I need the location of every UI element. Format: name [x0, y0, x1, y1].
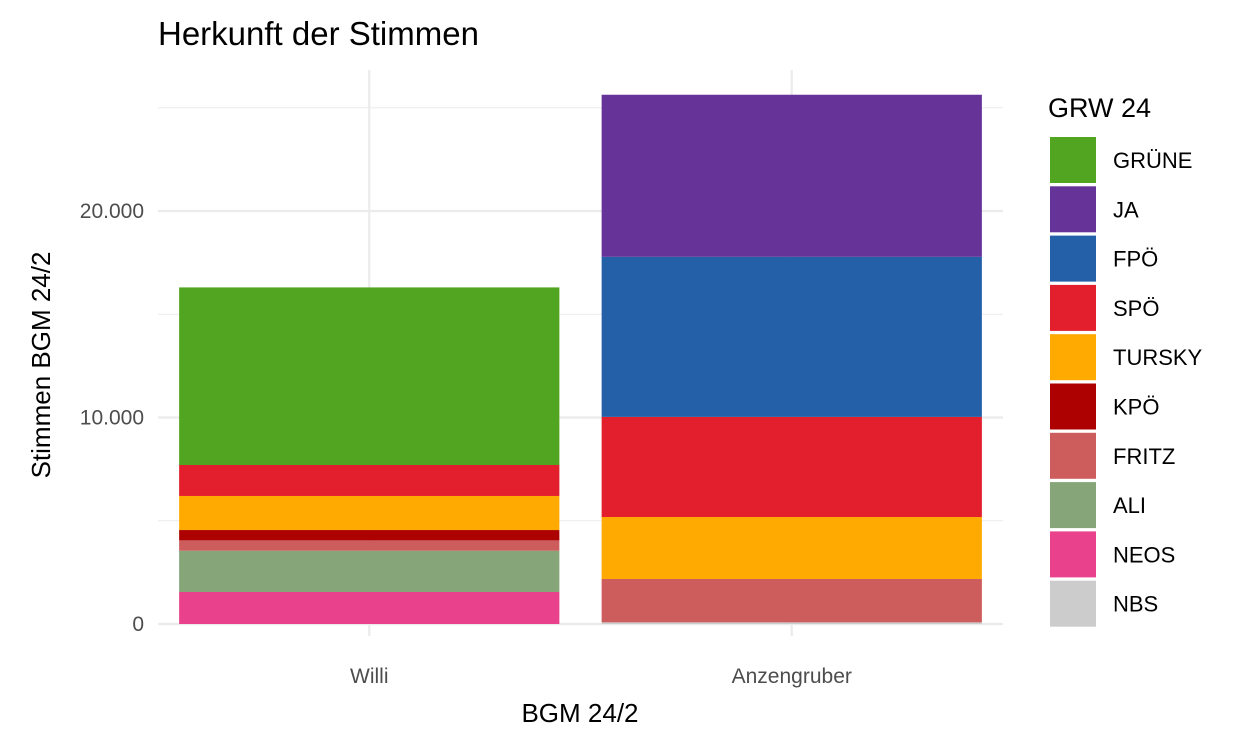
x-tick-label: Anzengruber [732, 665, 852, 688]
bar-segment-anzengruber-fpö [601, 256, 982, 417]
legend-label: TURSKY [1113, 345, 1203, 370]
legend-item-ali: ALI [1050, 482, 1146, 529]
legend-key [1050, 432, 1096, 479]
legend: GRW 24 GRÜNE JA FPÖ SPÖ TURSKY KPÖ FRITZ ALI NEO… [1048, 93, 1203, 627]
bar-segment-anzengruber-nbs [601, 622, 982, 624]
legend-label: NBS [1113, 592, 1158, 617]
bar-segment-anzengruber-ja [601, 94, 982, 257]
legend-label: FPÖ [1113, 247, 1158, 272]
bar-segment-willi-fritz [179, 540, 560, 551]
legend-item-kpö: KPÖ [1050, 383, 1159, 430]
bar-segment-willi-spö [179, 464, 560, 496]
legend-item-spö: SPÖ [1050, 284, 1159, 331]
chart-title: Herkunft der Stimmen [158, 15, 479, 52]
legend-label: ALI [1113, 493, 1146, 518]
legend-key [1050, 531, 1096, 578]
bar-segment-anzengruber-fritz [601, 578, 982, 623]
legend-item-fpö: FPÖ [1050, 235, 1158, 282]
bar-segment-willi-tursky [179, 495, 560, 531]
bar-segment-anzengruber-spö [601, 416, 982, 518]
legend-key [1050, 284, 1096, 331]
legend-item-nbs: NBS [1050, 580, 1158, 627]
legend-key [1050, 235, 1096, 282]
legend-item-tursky: TURSKY [1050, 334, 1203, 381]
legend-label: KPÖ [1113, 395, 1159, 420]
y-axis-title: Stimmen BGM 24/2 [26, 252, 56, 479]
legend-label: JA [1113, 197, 1139, 222]
legend-label: GRÜNE [1113, 148, 1192, 173]
legend-key [1050, 186, 1096, 233]
legend-label: SPÖ [1113, 296, 1159, 321]
legend-item-fritz: FRITZ [1050, 432, 1175, 479]
bar-segment-willi-kpö [179, 530, 560, 541]
bar-segment-willi-ali [179, 550, 560, 592]
legend-label: FRITZ [1113, 444, 1175, 469]
legend-item-grüne: GRÜNE [1050, 137, 1192, 183]
bar-segment-anzengruber-tursky [601, 517, 982, 579]
bar-segment-willi-neos [179, 591, 560, 624]
legend-key [1050, 580, 1096, 627]
legend-item-neos: NEOS [1050, 531, 1175, 578]
y-axis-ticks: 0 10.000 20.000 [80, 200, 144, 636]
legend-key [1050, 137, 1096, 183]
legend-title: GRW 24 [1048, 93, 1151, 123]
legend-item-ja: JA [1050, 186, 1139, 233]
bars [179, 94, 982, 624]
x-axis-ticks: Willi Anzengruber [350, 665, 852, 688]
legend-key [1050, 482, 1096, 529]
y-tick-label: 20.000 [80, 200, 144, 223]
legend-label: NEOS [1113, 542, 1175, 567]
y-tick-label: 0 [132, 613, 144, 636]
legend-key [1050, 383, 1096, 430]
y-tick-label: 10.000 [80, 407, 144, 430]
x-axis-title: BGM 24/2 [521, 698, 638, 728]
bar-segment-willi-grüne [179, 287, 560, 465]
x-tick-label: Willi [350, 665, 388, 688]
legend-key [1050, 334, 1096, 381]
legend-items: GRÜNE JA FPÖ SPÖ TURSKY KPÖ FRITZ ALI NEOS NBS [1050, 137, 1203, 627]
